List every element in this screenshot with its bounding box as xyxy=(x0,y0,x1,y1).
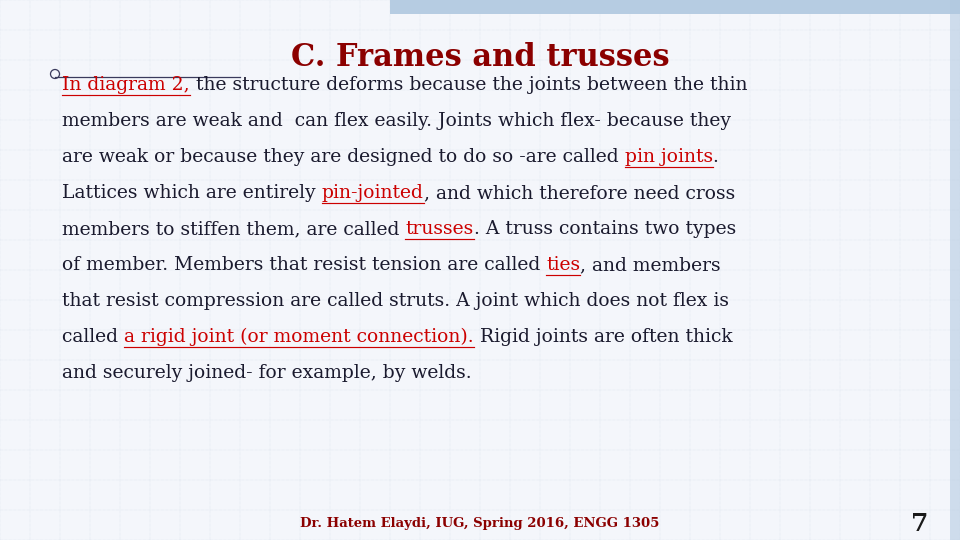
Text: , and which therefore need cross: , and which therefore need cross xyxy=(423,184,734,202)
Text: pin joints: pin joints xyxy=(625,148,712,166)
Bar xyxy=(390,0,960,14)
Text: and securely joined- for example, by welds.: and securely joined- for example, by wel… xyxy=(62,364,471,382)
Text: that resist compression are called struts. A joint which does not flex is: that resist compression are called strut… xyxy=(62,292,729,310)
Text: trusses: trusses xyxy=(405,220,473,238)
Text: . A truss contains two types: . A truss contains two types xyxy=(473,220,736,238)
Bar xyxy=(950,0,960,540)
Text: 7: 7 xyxy=(911,512,928,536)
Text: of member. Members that resist tension are called: of member. Members that resist tension a… xyxy=(62,256,546,274)
Text: Lattices which are entirely: Lattices which are entirely xyxy=(62,184,322,202)
Text: pin-jointed: pin-jointed xyxy=(322,184,423,202)
Text: the structure deforms because the joints between the thin: the structure deforms because the joints… xyxy=(190,76,747,94)
Text: called: called xyxy=(62,328,124,346)
Text: In diagram 2,: In diagram 2, xyxy=(62,76,190,94)
Text: ties: ties xyxy=(546,256,581,274)
Text: C. Frames and trusses: C. Frames and trusses xyxy=(291,42,669,72)
Text: are weak or because they are designed to do so -are called: are weak or because they are designed to… xyxy=(62,148,625,166)
Text: a rigid joint (or moment connection).: a rigid joint (or moment connection). xyxy=(124,328,473,346)
Text: .: . xyxy=(712,148,719,166)
Text: members are weak and  can flex easily. Joints which flex- because they: members are weak and can flex easily. Jo… xyxy=(62,112,731,130)
Text: Dr. Hatem Elaydi, IUG, Spring 2016, ENGG 1305: Dr. Hatem Elaydi, IUG, Spring 2016, ENGG… xyxy=(300,517,660,530)
Text: Rigid joints are often thick: Rigid joints are often thick xyxy=(473,328,732,346)
Text: members to stiffen them, are called: members to stiffen them, are called xyxy=(62,220,405,238)
Text: , and members: , and members xyxy=(581,256,721,274)
